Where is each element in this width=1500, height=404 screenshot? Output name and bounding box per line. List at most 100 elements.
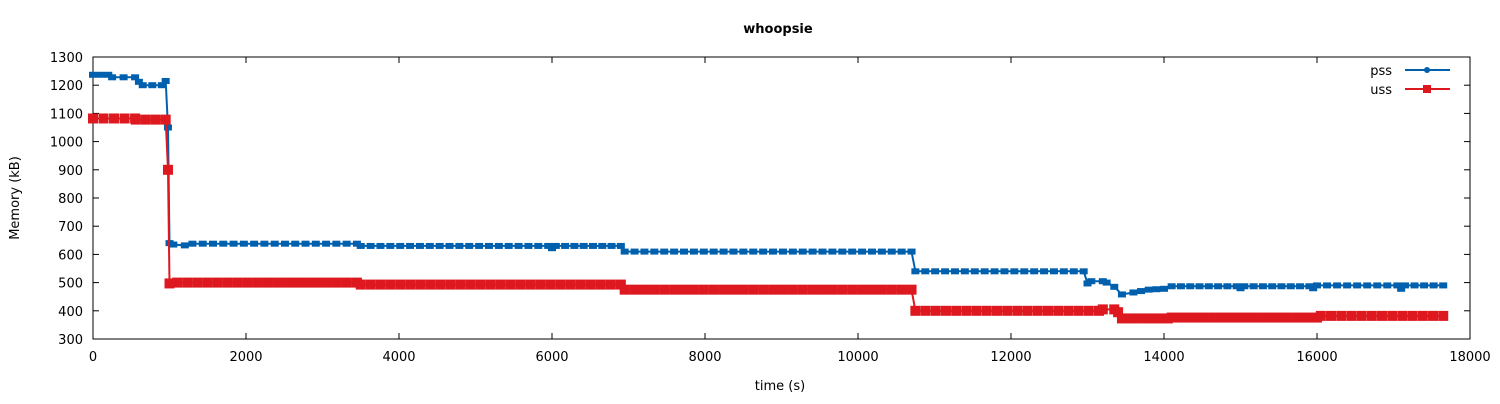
uss-point xyxy=(837,284,848,295)
pss-point xyxy=(198,240,207,247)
uss-point xyxy=(708,284,719,295)
uss-point xyxy=(160,114,171,125)
legend-label-pss: pss xyxy=(1370,64,1392,79)
legend: pss uss xyxy=(1370,64,1450,98)
uss-point xyxy=(505,279,516,290)
pss-point xyxy=(921,268,930,275)
uss-point xyxy=(1234,312,1245,323)
pss-point xyxy=(1393,282,1402,289)
uss-point xyxy=(150,114,161,125)
uss-point xyxy=(930,305,941,316)
pss-point xyxy=(534,242,543,249)
pss-point xyxy=(356,242,365,249)
pss-point xyxy=(1268,283,1277,290)
uss-point xyxy=(595,279,606,290)
pss-point xyxy=(650,248,659,255)
pss-point xyxy=(119,74,128,81)
pss-point xyxy=(301,240,310,247)
uss-point xyxy=(282,277,293,288)
uss-point xyxy=(728,284,739,295)
uss-point xyxy=(1195,312,1206,323)
uss-point xyxy=(1366,310,1377,321)
uss-point xyxy=(1387,310,1398,321)
pss-point xyxy=(1160,285,1168,292)
pss-point xyxy=(887,248,896,255)
pss-point xyxy=(1195,283,1204,290)
pss-point xyxy=(620,248,629,255)
legend-marker-uss xyxy=(1423,85,1431,93)
pss-point xyxy=(219,240,228,247)
pss-point xyxy=(1420,282,1429,289)
pss-point xyxy=(1240,283,1249,290)
uss-point xyxy=(1356,310,1367,321)
uss-point xyxy=(192,277,203,288)
uss-point xyxy=(1012,305,1023,316)
chart-title: whoopsie xyxy=(743,22,813,37)
uss-point xyxy=(807,284,818,295)
x-tick-label: 2000 xyxy=(229,350,262,365)
uss-point xyxy=(375,279,386,290)
uss-point xyxy=(365,279,376,290)
uss-point xyxy=(109,113,120,124)
y-tick-label: 1100 xyxy=(50,107,83,122)
uss-point xyxy=(718,284,729,295)
x-axis-label: time (s) xyxy=(755,379,805,394)
uss-point xyxy=(961,305,972,316)
pss-point xyxy=(1296,283,1305,290)
pss-point xyxy=(709,248,718,255)
uss-point xyxy=(1336,310,1347,321)
pss-point xyxy=(1110,283,1119,290)
y-tick-label: 400 xyxy=(58,305,83,320)
uss-point xyxy=(1253,312,1264,323)
uss-point xyxy=(1428,310,1439,321)
uss-point xyxy=(1097,304,1108,315)
uss-point xyxy=(1346,310,1357,321)
y-tick-label: 1300 xyxy=(50,51,83,66)
uss-point xyxy=(415,279,426,290)
pss-point xyxy=(1410,282,1419,289)
pss-point xyxy=(759,248,768,255)
uss-point xyxy=(639,284,650,295)
y-tick-label: 700 xyxy=(58,220,83,235)
uss-point xyxy=(395,279,406,290)
uss-point xyxy=(172,277,183,288)
pss-point xyxy=(1373,282,1382,289)
pss-point xyxy=(494,242,503,249)
uss-point xyxy=(906,284,917,295)
pss-point xyxy=(680,248,689,255)
uss-point xyxy=(465,279,476,290)
pss-point xyxy=(455,242,464,249)
uss-point xyxy=(525,279,536,290)
uss-point xyxy=(535,279,546,290)
pss-point xyxy=(699,248,708,255)
pss-point xyxy=(931,268,940,275)
pss-point xyxy=(616,242,625,249)
pss-point xyxy=(1214,283,1223,290)
pss-point xyxy=(1363,282,1372,289)
uss-point xyxy=(575,279,586,290)
pss-point xyxy=(332,240,341,247)
uss-point xyxy=(1053,305,1064,316)
pss-point xyxy=(1258,283,1267,290)
uss-point xyxy=(1186,312,1197,323)
uss-point xyxy=(1176,312,1187,323)
pss-point xyxy=(950,268,959,275)
pss-point xyxy=(250,240,259,247)
pss-point xyxy=(739,248,748,255)
pss-point xyxy=(1249,283,1258,290)
uss-point xyxy=(629,284,640,295)
pss-point xyxy=(1429,282,1438,289)
uss-point xyxy=(797,284,808,295)
pss-point xyxy=(131,74,140,81)
x-tick-label: 12000 xyxy=(990,350,1031,365)
pss-point xyxy=(719,248,728,255)
uss-point xyxy=(321,277,332,288)
pss-point xyxy=(229,240,238,247)
pss-point xyxy=(867,248,876,255)
uss-point xyxy=(331,277,342,288)
uss-point xyxy=(659,284,670,295)
uss-point xyxy=(698,284,709,295)
uss-point xyxy=(1126,313,1137,324)
x-tick-label: 18000 xyxy=(1449,350,1490,365)
